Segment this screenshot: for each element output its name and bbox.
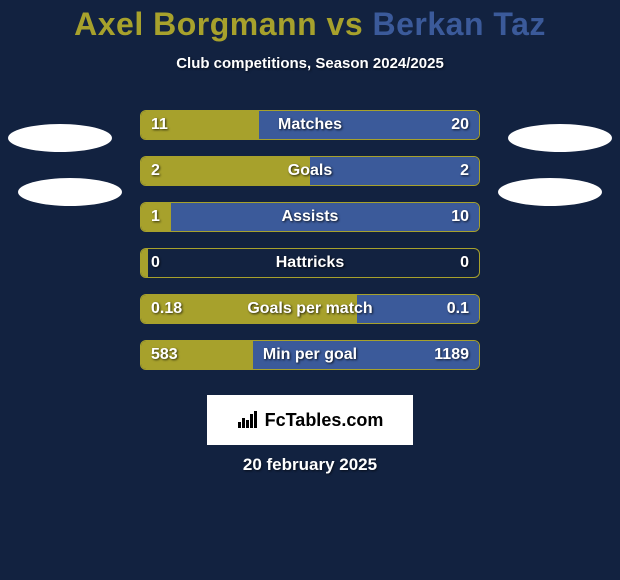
left-value: 1 — [141, 203, 170, 231]
bar-track: 1120Matches — [140, 110, 480, 140]
right-value: 2 — [450, 157, 479, 185]
right-value: 0.1 — [437, 295, 479, 323]
stat-label: Hattricks — [141, 249, 479, 277]
bar-chart-icon — [237, 410, 259, 430]
right-value: 10 — [441, 203, 479, 231]
left-value: 583 — [141, 341, 188, 369]
stat-row: 0 0Hattricks — [0, 240, 620, 286]
subtitle: Club competitions, Season 2024/2025 — [0, 55, 620, 72]
right-value: 1189 — [424, 341, 479, 369]
player1-name: Axel Borgmann — [74, 6, 317, 42]
bar-track: 22Goals — [140, 156, 480, 186]
vs-label: vs — [327, 6, 364, 42]
stat-row: 0.180.1Goals per match — [0, 286, 620, 332]
stat-row: 22Goals — [0, 148, 620, 194]
stat-row: 5831189Min per goal — [0, 332, 620, 378]
left-value: 2 — [141, 157, 170, 185]
stat-row: 110Assists — [0, 194, 620, 240]
bar-right — [171, 203, 479, 231]
right-value: 20 — [441, 111, 479, 139]
right-value: 0 — [450, 249, 479, 277]
bar-track: 0.180.1Goals per match — [140, 294, 480, 324]
bar-track: 0 0Hattricks — [140, 248, 480, 278]
bar-track: 5831189Min per goal — [140, 340, 480, 370]
left-value: 0 — [141, 249, 170, 277]
page-title: Axel Borgmann vs Berkan Taz — [0, 0, 620, 43]
brand-text: FcTables.com — [265, 410, 384, 431]
bar-track: 110Assists — [140, 202, 480, 232]
left-value: 0.18 — [141, 295, 192, 323]
left-value: 11 — [141, 111, 178, 139]
stats-chart: 1120Matches22Goals110Assists00Hattricks0… — [0, 102, 620, 378]
comparison-infographic: Axel Borgmann vs Berkan Taz Club competi… — [0, 0, 620, 580]
infographic-date: 20 february 2025 — [0, 455, 620, 475]
brand-box: FcTables.com — [207, 395, 413, 445]
player2-name: Berkan Taz — [373, 6, 546, 42]
stat-row: 1120Matches — [0, 102, 620, 148]
